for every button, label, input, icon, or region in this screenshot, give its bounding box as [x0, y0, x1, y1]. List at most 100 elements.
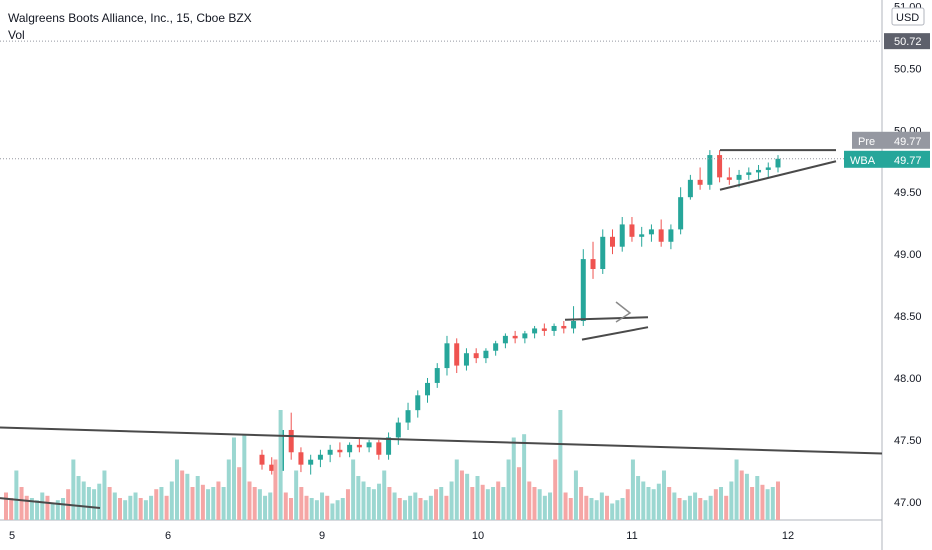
candle-body: [317, 454, 323, 460]
volume-bar: [687, 495, 692, 520]
volume-bar: [708, 495, 713, 520]
volume-bar: [662, 470, 667, 520]
volume-bar: [677, 498, 682, 520]
volume-bar: [263, 495, 268, 520]
symbol-title: Walgreens Boots Alliance, Inc., 15, Cboe…: [8, 11, 252, 25]
volume-bar: [480, 484, 485, 520]
candle-body: [376, 442, 382, 455]
wba-value: 49.77: [894, 155, 922, 167]
volume-bar: [366, 487, 371, 520]
volume-bar: [86, 487, 91, 520]
candle-body: [405, 410, 411, 423]
volume-bar: [568, 498, 573, 520]
volume-bar: [112, 492, 117, 520]
candles: [259, 150, 781, 480]
candle-body: [668, 229, 674, 242]
volume-bar: [320, 492, 325, 520]
candle-body: [327, 449, 333, 455]
currency-badge: USD: [891, 7, 925, 26]
volume-bar: [40, 492, 45, 520]
candle-body: [522, 333, 528, 339]
candle-body: [541, 328, 547, 331]
candle-body: [726, 177, 732, 180]
volume-bar: [294, 470, 299, 520]
breakout-arrow-icon: [615, 301, 632, 323]
candle-body: [707, 155, 713, 185]
candle-body: [502, 335, 508, 344]
trendlines: [0, 149, 883, 509]
volume-bar: [444, 495, 449, 520]
volume-bar: [703, 500, 708, 520]
volume-bar: [532, 487, 537, 520]
chart-legend: Walgreens Boots Alliance, Inc., 15, Cboe…: [8, 10, 252, 44]
volume-bar: [620, 498, 625, 520]
volume-bar: [449, 481, 454, 520]
volume-bar: [491, 487, 496, 520]
candle-body: [288, 429, 294, 453]
candle-body: [736, 174, 742, 180]
volume-bar: [206, 489, 211, 520]
volume-bar: [744, 473, 749, 520]
volume-label: Vol: [8, 28, 25, 42]
volume-bar: [221, 487, 226, 520]
volume-bar: [288, 498, 293, 520]
x-tick-label: 9: [319, 530, 325, 542]
x-tick-label: 11: [626, 530, 637, 542]
volume-bar: [459, 470, 464, 520]
volume-bar: [4, 492, 8, 520]
x-tick-label: 6: [165, 530, 171, 542]
volume-bar: [667, 487, 672, 520]
candle-body: [415, 395, 421, 411]
volume-bar: [589, 498, 594, 520]
volume-bar: [760, 484, 765, 520]
volume-bar: [605, 495, 610, 520]
candle-body: [658, 229, 664, 242]
volume-bar: [361, 481, 366, 520]
volume-bar: [377, 483, 382, 520]
volume-bar: [29, 498, 34, 520]
volume-bar: [117, 498, 122, 520]
volume-bar: [247, 481, 252, 520]
volume-bar: [770, 487, 775, 520]
volume-bar: [76, 476, 81, 520]
candle-body: [756, 169, 762, 173]
volume-bar: [734, 459, 739, 520]
long-resistance-trendline: [0, 426, 883, 455]
volume-bar: [527, 481, 532, 520]
volume-bar: [599, 492, 604, 520]
currency-box: [891, 7, 925, 26]
volume-bar: [330, 503, 335, 520]
volume-bar: [693, 492, 698, 520]
volume-bar: [185, 473, 190, 520]
volume-bar: [765, 489, 770, 520]
volume-bar: [553, 459, 558, 520]
wba-label: WBA: [850, 155, 876, 167]
volume-bar: [273, 459, 278, 520]
candle-body: [765, 167, 771, 170]
volume-bar: [501, 487, 506, 520]
volume-bar: [739, 470, 744, 520]
volume-bar: [81, 481, 86, 520]
volume-bar: [470, 487, 475, 520]
volume-bar: [314, 500, 319, 520]
volume-bar: [387, 487, 392, 520]
volume-bar: [133, 492, 138, 520]
volume-bar: [304, 495, 309, 520]
volume-bar: [636, 476, 641, 520]
currency-label: USD: [896, 12, 919, 24]
volume-bar: [672, 492, 677, 520]
volume-bar: [351, 459, 356, 520]
candle-body: [571, 321, 577, 329]
candle-body: [746, 172, 752, 175]
candle-body: [512, 335, 518, 339]
volume-bar: [475, 476, 480, 520]
candle-body: [259, 454, 265, 465]
volume-bar: [154, 489, 159, 520]
volume-bar: [713, 489, 718, 520]
volume-bar: [237, 467, 242, 520]
candle-body: [590, 259, 596, 270]
volume-bar: [755, 476, 760, 520]
volume-bar: [242, 434, 247, 520]
volume-bar: [548, 492, 553, 520]
